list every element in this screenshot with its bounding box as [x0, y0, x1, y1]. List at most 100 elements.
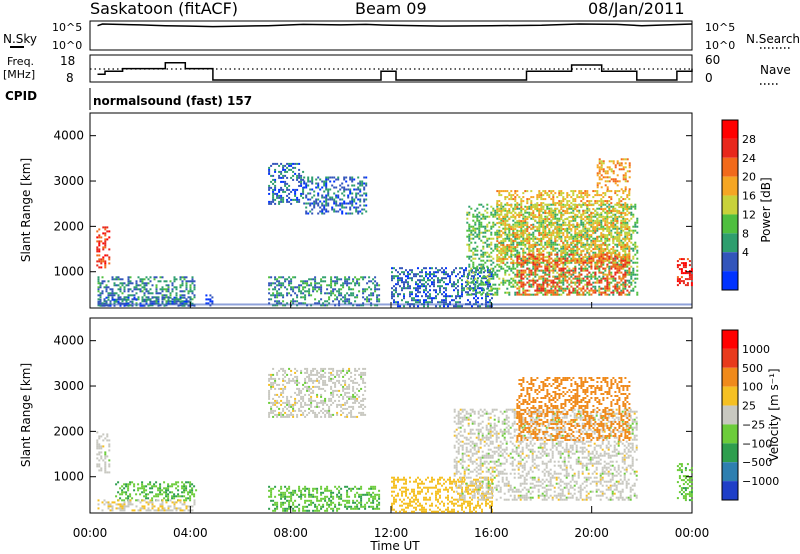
power-cell: [427, 291, 429, 294]
power-cell: [320, 278, 323, 281]
power-cell: [488, 277, 491, 280]
power-cell: [570, 269, 573, 272]
power-cell: [598, 235, 601, 238]
power-cell: [344, 276, 347, 279]
power-cell: [518, 226, 521, 229]
power-cell: [586, 227, 589, 230]
power-cell: [187, 296, 190, 299]
power-cell: [606, 221, 609, 224]
power-cell: [506, 224, 509, 227]
power-cell: [636, 265, 639, 268]
power-cell: [500, 230, 503, 233]
power-cell: [592, 222, 595, 225]
power-cell: [620, 224, 623, 227]
power-cell: [318, 300, 321, 303]
power-cell: [554, 236, 557, 239]
power-cell: [300, 180, 303, 183]
power-cell: [634, 243, 637, 246]
power-cell: [554, 202, 557, 205]
power-cell: [308, 294, 311, 297]
power-cell: [482, 247, 485, 250]
power-cell: [290, 202, 293, 205]
power-cell: [119, 304, 122, 307]
power-cell: [280, 176, 283, 179]
power-cell: [506, 228, 509, 231]
power-cell: [484, 269, 487, 272]
power-cell: [480, 265, 483, 268]
power-cell: [618, 198, 621, 201]
power-cell: [634, 253, 637, 256]
power-cell: [483, 277, 485, 280]
power-cell: [610, 210, 613, 213]
power-cell: [492, 209, 495, 212]
power-cell: [482, 235, 485, 238]
power-cell: [540, 269, 543, 272]
power-cell: [520, 265, 523, 268]
power-cell: [502, 256, 505, 259]
power-cell: [177, 298, 180, 301]
power-cell: [590, 221, 593, 224]
power-cell: [472, 219, 475, 222]
power-cell: [455, 301, 457, 304]
power-cell: [614, 279, 617, 282]
power-cell: [165, 290, 168, 293]
power-cell: [544, 248, 547, 251]
power-cell: [453, 271, 455, 274]
power-cell: [429, 293, 431, 296]
power-cell: [618, 212, 621, 215]
power-cell: [129, 282, 132, 285]
power-cell: [433, 285, 435, 288]
power-cell: [600, 205, 603, 208]
power-cell: [544, 232, 547, 235]
power-cell: [588, 275, 591, 278]
power-cell: [510, 285, 513, 288]
power-cell: [548, 204, 551, 207]
power-cell: [327, 198, 330, 201]
power-cell: [492, 261, 495, 264]
power-cell: [181, 276, 184, 279]
power-cell: [475, 293, 477, 296]
power-cell: [393, 293, 395, 296]
power-cell: [282, 296, 285, 299]
power-cell: [123, 286, 126, 289]
power-cell: [502, 232, 505, 235]
power-cell: [538, 252, 541, 255]
power-cell: [576, 246, 579, 249]
power-cell: [498, 265, 501, 268]
power-cell: [280, 198, 283, 201]
power-cell: [560, 250, 563, 253]
power-cell: [522, 291, 525, 294]
power-cell: [554, 265, 557, 268]
power-cell: [347, 212, 350, 215]
power-cell: [165, 280, 168, 283]
power-cell: [284, 182, 287, 185]
power-cell: [290, 198, 293, 201]
power-cell: [355, 196, 358, 199]
power-cell: [532, 206, 535, 209]
power-cell: [562, 228, 565, 231]
power-cell: [600, 160, 603, 163]
power-cell: [634, 205, 637, 208]
power-cell: [584, 223, 587, 226]
power-cell: [522, 265, 525, 268]
power-cell: [512, 216, 515, 219]
power-cell: [564, 287, 567, 290]
power-cell: [129, 288, 132, 291]
power-cell: [486, 279, 489, 282]
power-cell: [620, 291, 623, 294]
power-cell: [514, 232, 517, 235]
power-cell: [572, 212, 575, 215]
power-cell: [634, 221, 637, 224]
power-cell: [600, 208, 603, 211]
power-cell: [598, 178, 601, 181]
power-cell: [516, 225, 519, 228]
power-cell: [468, 287, 471, 290]
power-cell: [157, 298, 160, 301]
power-cell: [564, 246, 567, 249]
power-cell: [504, 240, 507, 243]
power-cell: [357, 206, 360, 209]
power-cell: [508, 237, 511, 240]
power-cell: [626, 234, 629, 237]
power-cell: [314, 286, 317, 289]
power-cell: [524, 258, 527, 261]
